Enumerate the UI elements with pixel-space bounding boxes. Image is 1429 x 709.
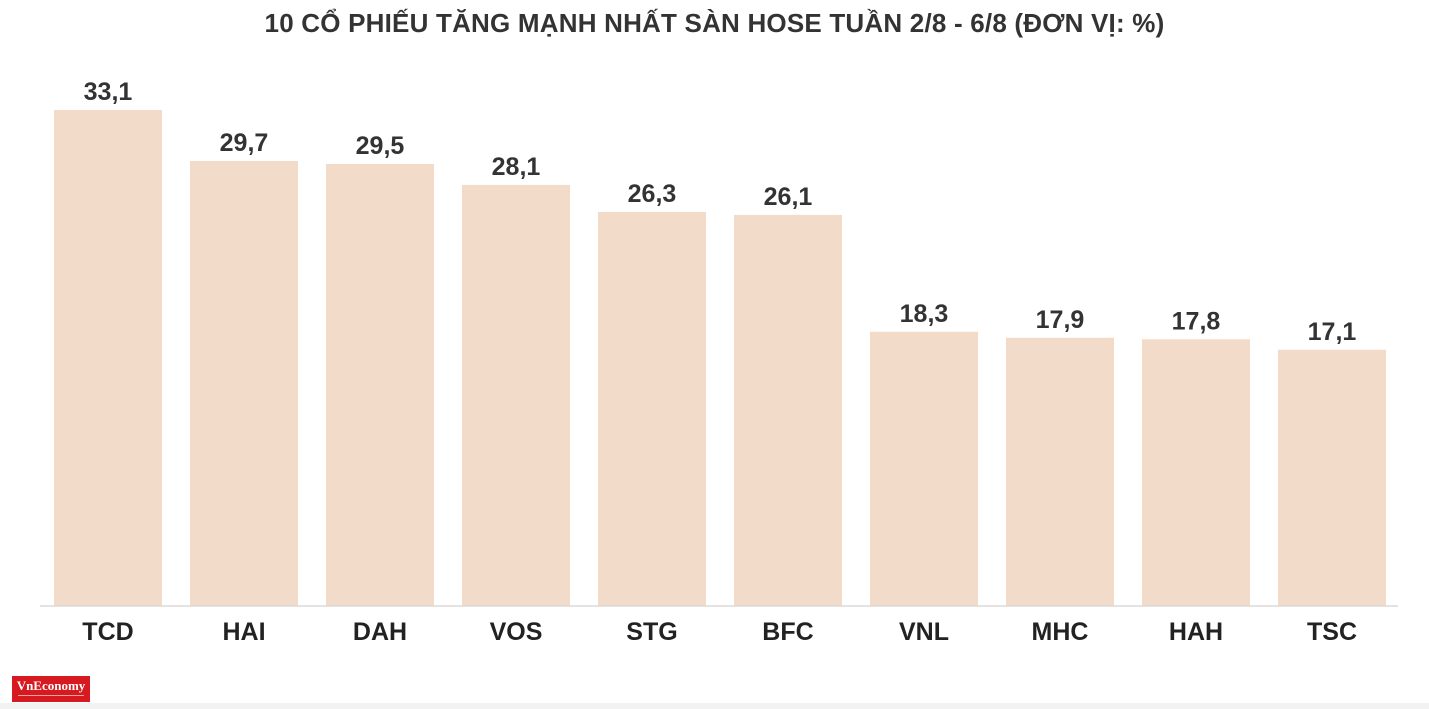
logo-tagline-rule: [18, 695, 84, 699]
value-label-vos: 28,1: [492, 153, 541, 181]
bars-group: [54, 110, 1386, 606]
value-label-hai: 29,7: [220, 129, 269, 157]
bar-vos: [462, 184, 570, 606]
tick-label-hah: HAH: [1169, 618, 1223, 646]
bar-bfc: [734, 214, 842, 606]
value-label-tsc: 17,1: [1308, 318, 1357, 346]
value-label-bfc: 26,1: [764, 183, 813, 211]
tick-label-tsc: TSC: [1307, 618, 1357, 646]
tick-label-mhc: MHC: [1032, 618, 1089, 646]
tick-label-vnl: VNL: [899, 618, 949, 646]
value-label-hah: 17,8: [1172, 307, 1221, 335]
value-label-mhc: 17,9: [1036, 306, 1085, 334]
bar-dah: [326, 163, 434, 606]
bar-tsc: [1278, 349, 1386, 606]
tick-label-stg: STG: [626, 618, 677, 646]
value-label-vnl: 18,3: [900, 300, 949, 328]
value-labels-group: 33,1 29,7 29,5 28,1 26,3 26,1 18,3 17,9 17,8 17,1: [84, 78, 1357, 346]
tick-label-dah: DAH: [353, 618, 407, 646]
logo-wordmark: VnEconomy: [16, 678, 86, 693]
bar-tcd: [54, 110, 162, 606]
tick-label-bfc: BFC: [762, 618, 813, 646]
tick-label-tcd: TCD: [82, 618, 133, 646]
value-label-tcd: 33,1: [84, 78, 133, 106]
bar-hah: [1142, 339, 1250, 606]
tick-labels-group: TCD HAI DAH VOS STG BFC VNL MHC HAH TSC: [82, 618, 1357, 646]
tick-label-vos: VOS: [490, 618, 543, 646]
bar-vnl: [870, 331, 978, 606]
bar-hai: [190, 160, 298, 606]
bar-mhc: [1006, 337, 1114, 606]
bottom-strip: [0, 703, 1429, 709]
chart-title: 10 CỔ PHIẾU TĂNG MẠNH NHẤT SÀN HOSE TUẦN…: [264, 8, 1165, 38]
value-label-dah: 29,5: [356, 132, 405, 160]
value-label-stg: 26,3: [628, 180, 677, 208]
tick-label-hai: HAI: [222, 618, 265, 646]
bar-stg: [598, 211, 706, 606]
vneconomy-logo: VnEconomy: [12, 676, 90, 702]
